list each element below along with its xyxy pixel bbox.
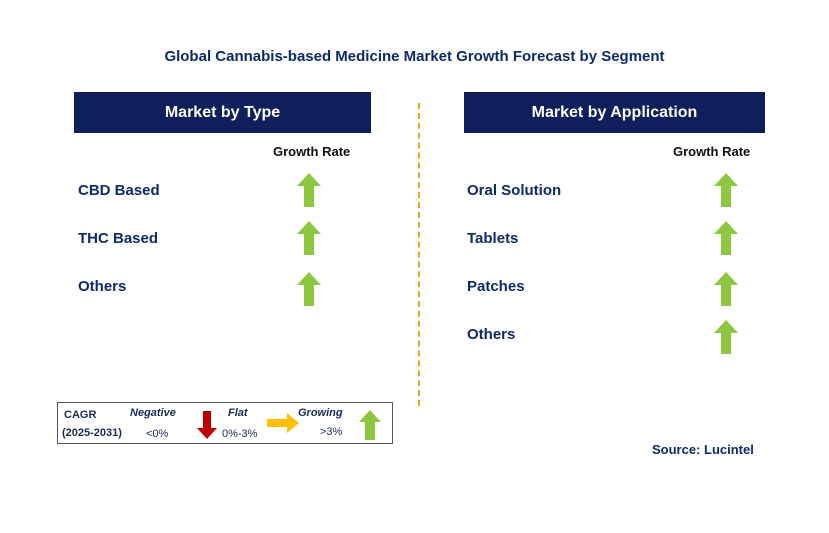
up-arrow-icon: [714, 272, 738, 306]
legend-flat-label: Flat: [228, 407, 248, 419]
source-label: Source: Lucintel: [652, 442, 754, 457]
up-arrow-icon: [297, 173, 321, 207]
legend-negative-range: <0%: [146, 428, 169, 440]
dashed-divider: [418, 103, 420, 406]
up-arrow-icon: [297, 272, 321, 306]
legend-period: (2025-2031): [62, 427, 122, 439]
up-arrow-icon: [297, 221, 321, 255]
up-arrow-icon: [714, 320, 738, 354]
row-label-tablets: Tablets: [467, 230, 519, 247]
down-arrow-icon: [197, 411, 217, 439]
up-arrow-icon: [359, 410, 381, 440]
right-arrow-icon: [267, 413, 299, 433]
legend-negative-label: Negative: [130, 407, 176, 419]
panel-header-type: Market by Type: [74, 92, 371, 133]
legend-flat-range: 0%-3%: [222, 428, 258, 440]
row-label-oral-solution: Oral Solution: [467, 182, 562, 199]
row-label-others-type: Others: [78, 278, 127, 295]
up-arrow-icon: [714, 173, 738, 207]
chart-title: Global Cannabis-based Medicine Market Gr…: [164, 48, 665, 65]
growth-rate-label-right: Growth Rate: [673, 144, 751, 159]
legend-cagr-label: CAGR: [64, 409, 97, 421]
growth-rate-label-left: Growth Rate: [273, 144, 351, 159]
row-label-patches: Patches: [467, 278, 525, 295]
legend-growing-label: Growing: [298, 407, 343, 419]
row-label-cbd: CBD Based: [78, 182, 160, 199]
legend-growing-range: >3%: [320, 426, 343, 438]
up-arrow-icon: [714, 221, 738, 255]
panel-header-application: Market by Application: [464, 92, 765, 133]
row-label-others-application: Others: [467, 326, 516, 343]
row-label-thc: THC Based: [78, 230, 159, 247]
cagr-legend: CAGR (2025-2031) Negative <0% Flat 0%-3%…: [57, 402, 393, 444]
